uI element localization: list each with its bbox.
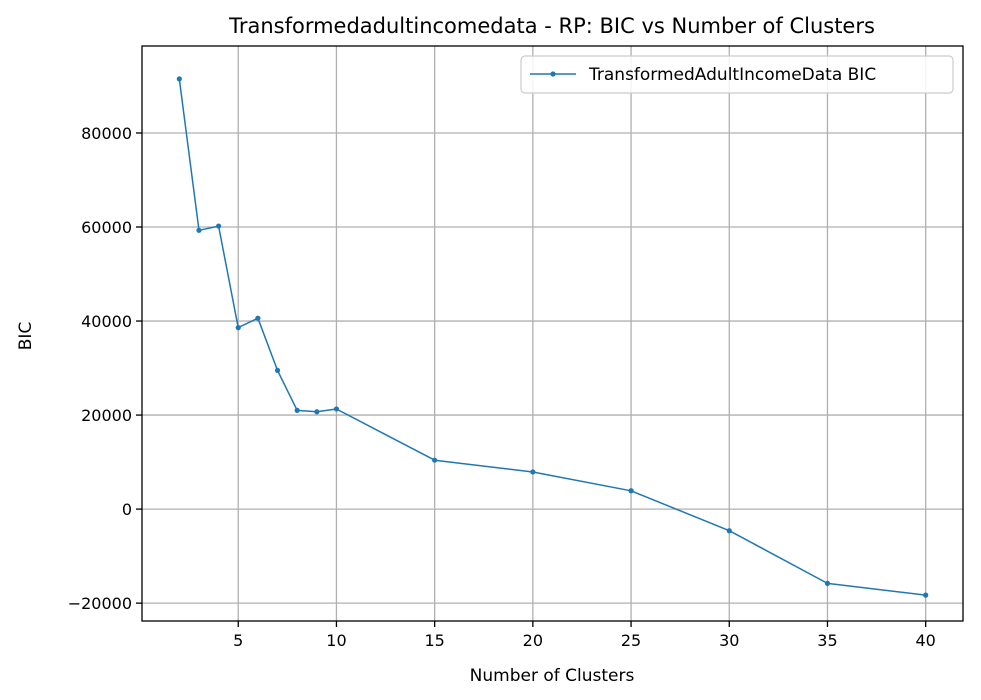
data-point — [923, 592, 929, 598]
data-point — [726, 528, 732, 534]
data-point — [432, 457, 438, 463]
data-point — [530, 469, 536, 475]
legend-marker-swatch — [550, 71, 556, 77]
series-layer — [176, 76, 929, 598]
y-tick-label: 60000 — [81, 218, 132, 237]
data-point — [333, 406, 340, 412]
data-point — [216, 223, 222, 229]
data-point — [196, 227, 202, 233]
x-axis-label: Number of Clusters — [470, 666, 635, 686]
data-point — [255, 315, 261, 321]
y-tick-label: −20000 — [68, 594, 132, 613]
grid-lines — [142, 46, 963, 621]
x-tick-label: 35 — [817, 631, 837, 650]
legend: TransformedAdultIncomeData BIC — [520, 55, 954, 94]
data-point — [176, 76, 182, 82]
y-tick-label: 20000 — [81, 406, 132, 425]
data-point — [235, 325, 241, 331]
legend-label: TransformedAdultIncomeData BIC — [588, 65, 876, 85]
chart-title: Transformedadultincomedata - RP: BIC vs … — [228, 14, 875, 38]
y-axis-label: BIC — [16, 322, 36, 351]
plot-frame — [141, 45, 964, 622]
y-tick-label: 0 — [122, 500, 132, 519]
y-tick-label: 40000 — [81, 312, 132, 331]
series-line — [178, 78, 926, 596]
data-point — [274, 367, 281, 374]
x-tick-label: 25 — [621, 631, 641, 650]
data-point — [628, 488, 634, 494]
x-tick-label: 40 — [916, 631, 936, 650]
y-tick-label: 80000 — [81, 124, 132, 143]
x-tick-label: 10 — [326, 631, 346, 650]
data-point — [314, 409, 320, 415]
x-tick-label: 20 — [523, 631, 543, 650]
axis-ticks: 5 10 15 20 25 30 35 40 −20000 0 20000 40000 60000 800… — [68, 124, 936, 650]
data-point — [294, 407, 300, 413]
legend-box — [520, 55, 954, 94]
x-tick-label: 5 — [233, 631, 243, 650]
x-tick-label: 30 — [719, 631, 739, 650]
x-tick-label: 15 — [424, 631, 444, 650]
data-point — [824, 580, 831, 586]
